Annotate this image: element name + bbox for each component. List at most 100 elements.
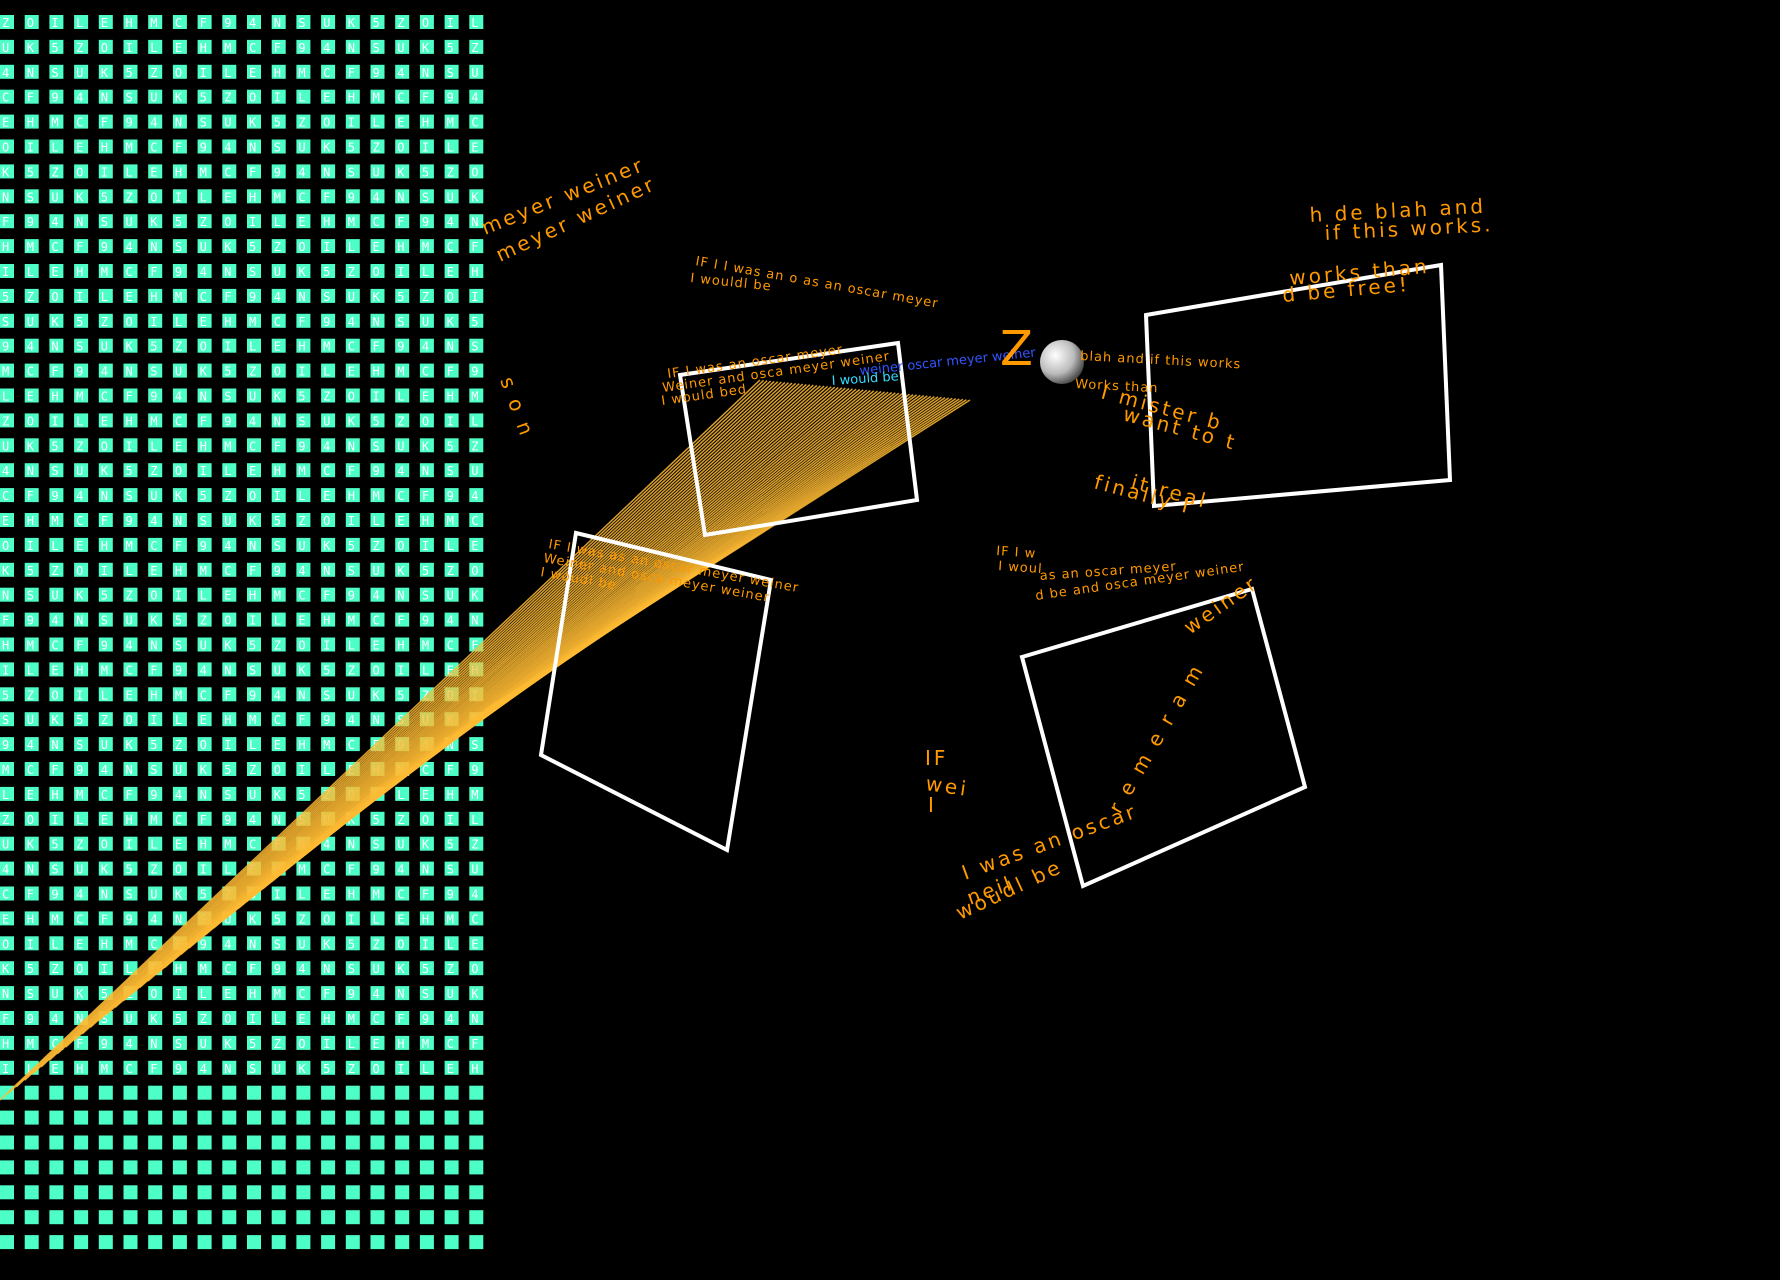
grid-glyph: 4 (51, 614, 58, 628)
grid-glyph: O (298, 639, 305, 653)
grid-tile (444, 1235, 459, 1250)
grid-tile (321, 662, 336, 677)
grid-glyph: 9 (150, 390, 157, 404)
grid-glyph: S (27, 190, 34, 204)
grid-glyph: 5 (200, 91, 207, 105)
grid-glyph: H (101, 937, 108, 951)
grid-tile (370, 214, 385, 229)
grid-glyph: N (76, 614, 83, 628)
grid-tile (74, 388, 89, 403)
grid-tile (0, 189, 14, 204)
grid-glyph: O (249, 91, 256, 105)
grid-tile (444, 537, 459, 552)
grid-glyph: U (397, 439, 404, 453)
grid-tile (370, 139, 385, 154)
grid-glyph: M (150, 16, 157, 30)
grid-tile (123, 1085, 138, 1100)
ray-line (131, 384, 818, 995)
grid-tile (296, 288, 311, 303)
grid-glyph: E (471, 539, 478, 553)
grid-tile (148, 463, 163, 478)
grid-glyph: M (471, 390, 478, 404)
grid-tile (0, 388, 14, 403)
grid-glyph: H (200, 838, 207, 852)
ray-line (180, 386, 839, 956)
grid-tile (247, 239, 261, 254)
grid-tile (345, 513, 360, 527)
grid-glyph: Z (200, 215, 207, 229)
grid-tile (370, 513, 385, 527)
grid-tile (247, 762, 261, 776)
grid-glyph: I (249, 614, 256, 628)
grid-tile (49, 15, 64, 29)
cyan-text: I would be (831, 369, 899, 389)
grid-tile (247, 313, 261, 328)
grid-glyph: K (51, 315, 59, 329)
grid-glyph: 4 (175, 390, 182, 404)
grid-glyph: K (76, 987, 84, 1001)
grid-glyph: C (175, 813, 182, 827)
grid-glyph: O (447, 290, 454, 304)
grid-tile (98, 288, 113, 303)
grid-glyph: O (2, 937, 9, 951)
grid-tile (345, 936, 360, 951)
grid-glyph: H (27, 514, 34, 528)
grid-tile (0, 537, 14, 552)
grid-tile (172, 189, 187, 204)
grid-glyph: E (422, 788, 429, 802)
ray-line (7, 379, 765, 1094)
grid-tile (172, 587, 187, 602)
grid-tile (321, 637, 336, 652)
grid-glyph: C (298, 589, 305, 603)
grid-tile (172, 1235, 187, 1250)
grid-glyph: C (397, 888, 404, 902)
grid-glyph: 5 (27, 564, 34, 578)
grid-glyph: 5 (397, 688, 404, 702)
grid-tile (247, 662, 261, 677)
grid-glyph: 4 (224, 539, 231, 553)
grid-glyph: C (27, 763, 34, 777)
grid-tile (74, 836, 89, 851)
grid-glyph: 9 (274, 564, 281, 578)
grid-glyph: L (397, 390, 404, 404)
grid-tile (0, 1060, 14, 1075)
grid-tile (24, 1085, 39, 1100)
grid-tile (296, 438, 311, 453)
grid-tile (222, 836, 237, 851)
grid-tile (444, 911, 459, 926)
grid-glyph: K (274, 788, 282, 802)
grid-tile (148, 1135, 163, 1150)
grid-glyph: C (150, 937, 157, 951)
grid-tile (345, 562, 360, 577)
grid-glyph: I (51, 16, 58, 30)
grid-tile (123, 15, 138, 29)
grid-tile (49, 936, 64, 951)
grid-glyph: F (397, 614, 404, 628)
grid-glyph: C (348, 738, 355, 752)
grid-tile (296, 313, 311, 328)
grid-glyph: I (200, 464, 207, 478)
grid-tile (172, 438, 187, 453)
grid-tile (197, 438, 212, 453)
grid-glyph: I (200, 863, 207, 877)
grid-tile (469, 189, 484, 204)
grid-tile (370, 936, 385, 951)
grid-tile (74, 264, 89, 278)
grid-glyph: I (224, 738, 231, 752)
grid-glyph: 4 (126, 1037, 133, 1051)
grid-tile (296, 687, 311, 702)
grid-glyph: H (447, 788, 454, 802)
grid-tile (222, 986, 237, 1001)
grid-glyph: 5 (126, 66, 133, 80)
grid-glyph: 9 (298, 41, 305, 55)
grid-glyph: Z (175, 738, 182, 752)
grid-glyph: Z (200, 614, 207, 628)
grid-tile (49, 463, 64, 478)
grid-glyph: Z (298, 116, 305, 130)
grid-tile (469, 986, 484, 1001)
grid-tile (419, 488, 434, 503)
grid-glyph: L (397, 788, 404, 802)
grid-glyph: 5 (249, 639, 256, 653)
big-z-letter: Z (1000, 321, 1036, 377)
grid-glyph: U (373, 962, 380, 976)
